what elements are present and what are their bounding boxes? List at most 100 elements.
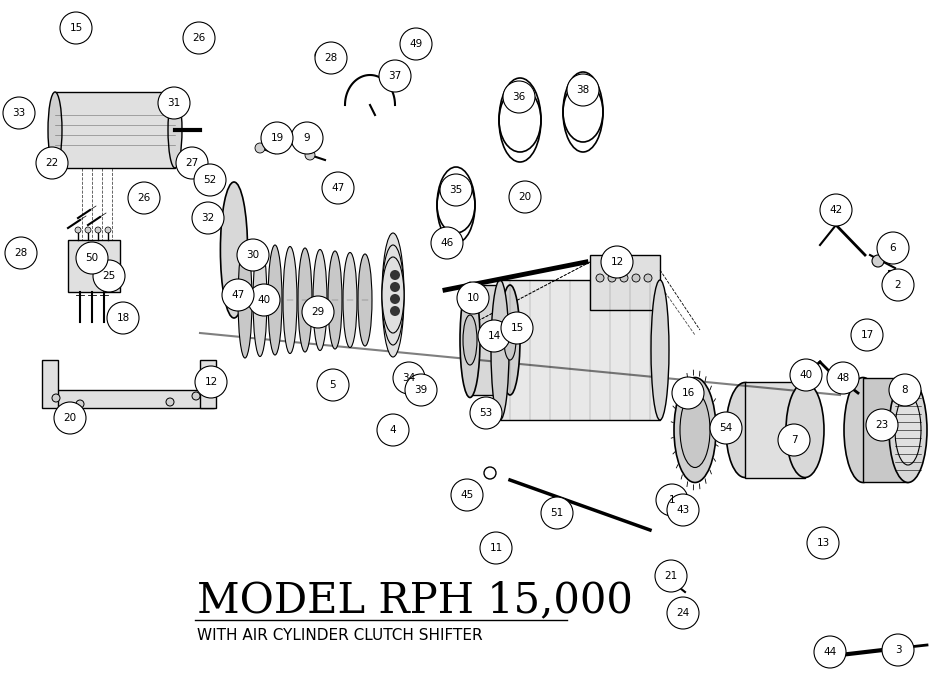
Text: 29: 29: [311, 307, 324, 317]
Circle shape: [95, 227, 101, 233]
Text: 9: 9: [303, 133, 310, 143]
Circle shape: [876, 232, 908, 264]
Text: 18: 18: [116, 313, 129, 323]
Circle shape: [813, 636, 845, 668]
Text: 40: 40: [798, 370, 812, 380]
Circle shape: [93, 260, 124, 292]
Text: 38: 38: [576, 85, 589, 95]
Text: 16: 16: [680, 388, 694, 398]
Ellipse shape: [220, 182, 247, 318]
Ellipse shape: [382, 233, 403, 357]
Circle shape: [289, 133, 300, 143]
Text: 17: 17: [859, 330, 872, 340]
Text: 37: 37: [388, 71, 402, 81]
Bar: [57, 390, 213, 408]
Circle shape: [450, 479, 482, 511]
Circle shape: [501, 312, 533, 344]
Circle shape: [666, 597, 698, 629]
Circle shape: [195, 366, 227, 398]
Text: 33: 33: [12, 108, 25, 118]
Circle shape: [540, 497, 573, 529]
Text: 24: 24: [676, 608, 689, 618]
Text: 14: 14: [487, 331, 500, 341]
Text: 21: 21: [664, 571, 677, 581]
Text: 53: 53: [479, 408, 492, 418]
Circle shape: [620, 274, 627, 282]
Text: 13: 13: [815, 538, 828, 548]
Circle shape: [192, 392, 199, 400]
Text: 48: 48: [836, 373, 849, 383]
Bar: [500, 280, 659, 420]
Ellipse shape: [343, 253, 357, 348]
Circle shape: [128, 182, 160, 214]
Ellipse shape: [238, 242, 252, 358]
Circle shape: [76, 400, 84, 408]
Circle shape: [881, 269, 913, 301]
Text: 15: 15: [69, 23, 82, 33]
Circle shape: [503, 81, 534, 113]
Circle shape: [166, 398, 174, 406]
Circle shape: [865, 409, 897, 441]
Text: 31: 31: [168, 98, 181, 108]
Text: 43: 43: [676, 505, 689, 515]
Ellipse shape: [48, 92, 62, 168]
Text: 1: 1: [668, 495, 675, 505]
Ellipse shape: [680, 393, 709, 467]
Circle shape: [654, 560, 686, 592]
Ellipse shape: [298, 248, 312, 352]
Ellipse shape: [490, 280, 508, 420]
Circle shape: [643, 274, 651, 282]
Circle shape: [389, 306, 400, 316]
Text: 2: 2: [894, 280, 900, 290]
Text: 15: 15: [510, 323, 523, 333]
Circle shape: [291, 122, 323, 154]
Ellipse shape: [313, 249, 327, 350]
Circle shape: [5, 237, 37, 269]
Circle shape: [36, 147, 68, 179]
Circle shape: [222, 279, 254, 311]
Circle shape: [631, 274, 639, 282]
Circle shape: [671, 377, 703, 409]
Ellipse shape: [328, 251, 342, 349]
Circle shape: [316, 369, 348, 401]
Bar: [42, 360, 58, 408]
Circle shape: [255, 143, 265, 153]
Text: 20: 20: [518, 192, 531, 202]
Bar: [862, 378, 907, 482]
Ellipse shape: [894, 395, 920, 465]
Text: 3: 3: [894, 645, 900, 655]
Circle shape: [888, 374, 920, 406]
Ellipse shape: [651, 280, 668, 420]
Circle shape: [105, 227, 110, 233]
Ellipse shape: [673, 378, 715, 482]
Bar: [55, 92, 175, 168]
Circle shape: [194, 164, 226, 196]
Circle shape: [60, 12, 92, 44]
Ellipse shape: [785, 382, 823, 477]
Text: 46: 46: [440, 238, 453, 248]
Text: 27: 27: [185, 158, 198, 168]
Text: 54: 54: [719, 423, 732, 433]
Circle shape: [508, 181, 540, 213]
Circle shape: [378, 60, 411, 92]
Circle shape: [806, 527, 838, 559]
Text: 47: 47: [331, 183, 344, 193]
Ellipse shape: [462, 315, 476, 365]
Circle shape: [176, 147, 208, 179]
Circle shape: [76, 242, 108, 274]
Text: 34: 34: [402, 373, 416, 383]
Text: 22: 22: [45, 158, 59, 168]
Circle shape: [389, 282, 400, 292]
Text: 7: 7: [790, 435, 797, 445]
Circle shape: [404, 374, 436, 406]
Ellipse shape: [504, 320, 516, 360]
Circle shape: [400, 28, 431, 60]
Text: 35: 35: [449, 185, 462, 195]
Text: 36: 36: [512, 92, 525, 102]
Ellipse shape: [843, 378, 881, 482]
Text: 45: 45: [460, 490, 473, 500]
Circle shape: [75, 227, 80, 233]
Circle shape: [392, 362, 425, 394]
Circle shape: [107, 302, 139, 334]
Circle shape: [709, 412, 741, 444]
